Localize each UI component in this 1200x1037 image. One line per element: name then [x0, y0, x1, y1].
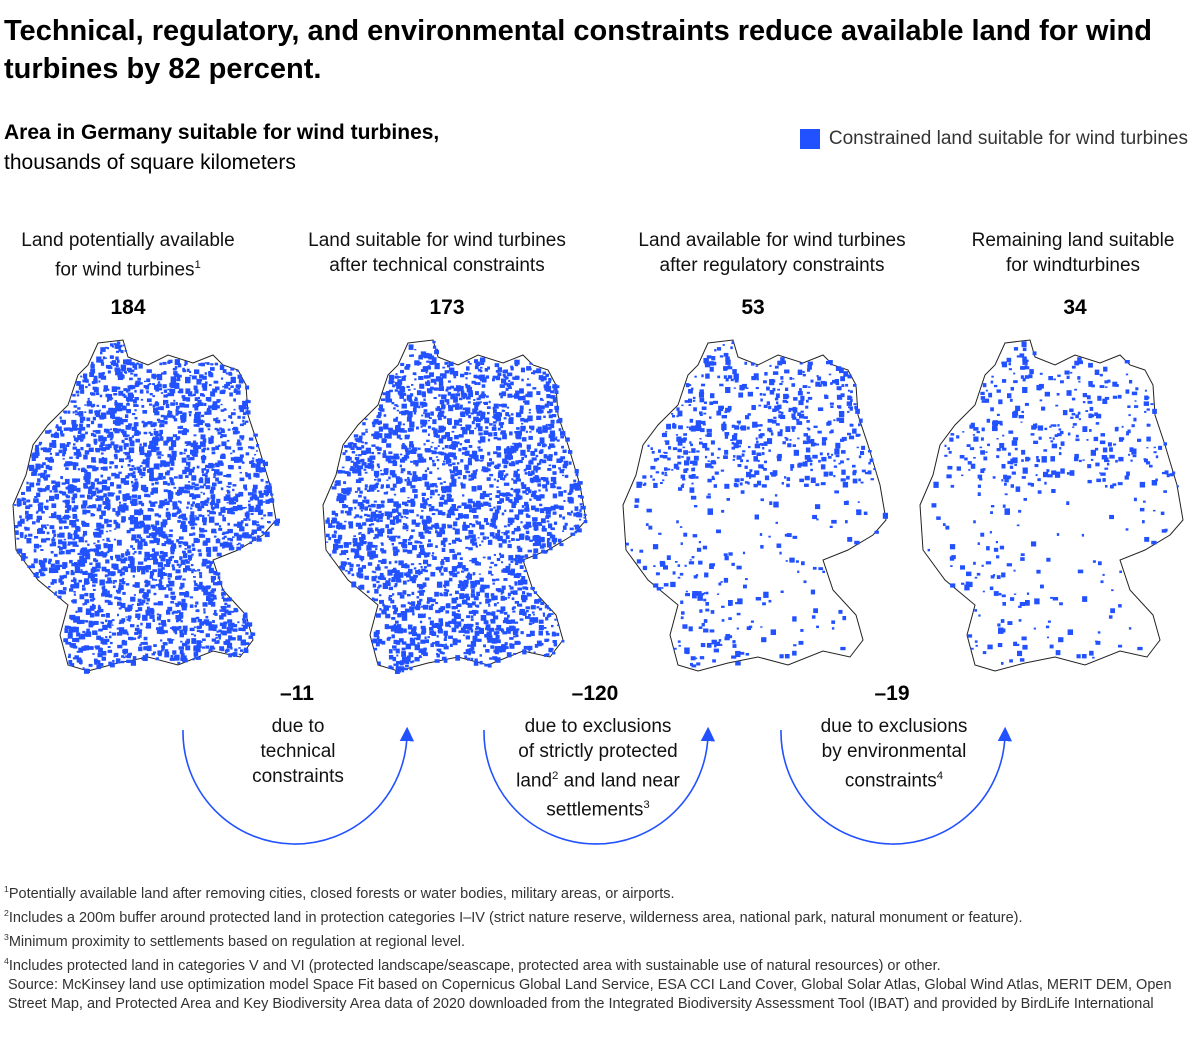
footnote-4: 4Includes protected land in categories V… [4, 956, 941, 974]
suitable-land-dots [14, 341, 280, 674]
suitable-land-dots [625, 341, 888, 668]
delta-value-2: –120 [571, 682, 619, 705]
footnote-3: 3Minimum proximity to settlements based … [4, 932, 466, 950]
footnote-2: 2Includes a 200m buffer around protected… [4, 908, 1023, 926]
delta-label-3: due to exclusions by environmental const… [820, 716, 968, 792]
delta-label-1: due to technical constraints [252, 716, 344, 787]
stage-label-4: Remaining land suitable for windturbines [971, 230, 1175, 276]
arrow-1 [182, 726, 415, 845]
source-note: Source: McKinsey land use optimization m… [8, 977, 1172, 1013]
arrow-2 [483, 726, 716, 845]
map-outline [622, 339, 887, 672]
legend-swatch [799, 129, 820, 149]
map-outline [919, 339, 1184, 672]
germany-map-2 [322, 339, 588, 674]
transition-arrows [182, 726, 1013, 845]
stage-label-1: Land potentially available for wind turb… [21, 230, 235, 281]
stage-value-3: 53 [741, 296, 765, 319]
subtitle-unit: thousands of square kilometers [4, 151, 296, 174]
delta-value-1: –11 [280, 682, 314, 705]
chart-subtitle: Area in Germany suitable for wind turbin… [4, 118, 439, 178]
chart-title: Technical, regulatory, and environmental… [4, 15, 1152, 85]
stage-value-2: 173 [429, 296, 465, 319]
germany-map-4 [919, 339, 1184, 672]
germany-map-3 [622, 339, 888, 672]
footnotes: 1Potentially available land after removi… [4, 880, 1196, 1015]
legend-label: Constrained land suitable for wind turbi… [828, 128, 1188, 149]
subtitle-bold: Area in Germany suitable for wind turbin… [4, 121, 440, 144]
arrow-3 [780, 726, 1013, 845]
stage-value-4: 34 [1063, 296, 1087, 319]
suitable-land-dots [325, 340, 588, 674]
stage-label-2: Land suitable for wind turbines after te… [308, 230, 566, 276]
stage-value-1: 184 [110, 296, 146, 319]
stage-label-3: Land available for wind turbines after r… [638, 230, 906, 276]
germany-map-1 [12, 339, 280, 674]
delta-value-3: –19 [874, 682, 910, 705]
delta-label-2: due to exclusions of strictly protected … [516, 716, 680, 821]
suitable-land-dots [927, 341, 1179, 665]
legend: Constrained land suitable for wind turbi… [799, 128, 1188, 150]
footnote-1: 1Potentially available land after removi… [4, 884, 675, 902]
